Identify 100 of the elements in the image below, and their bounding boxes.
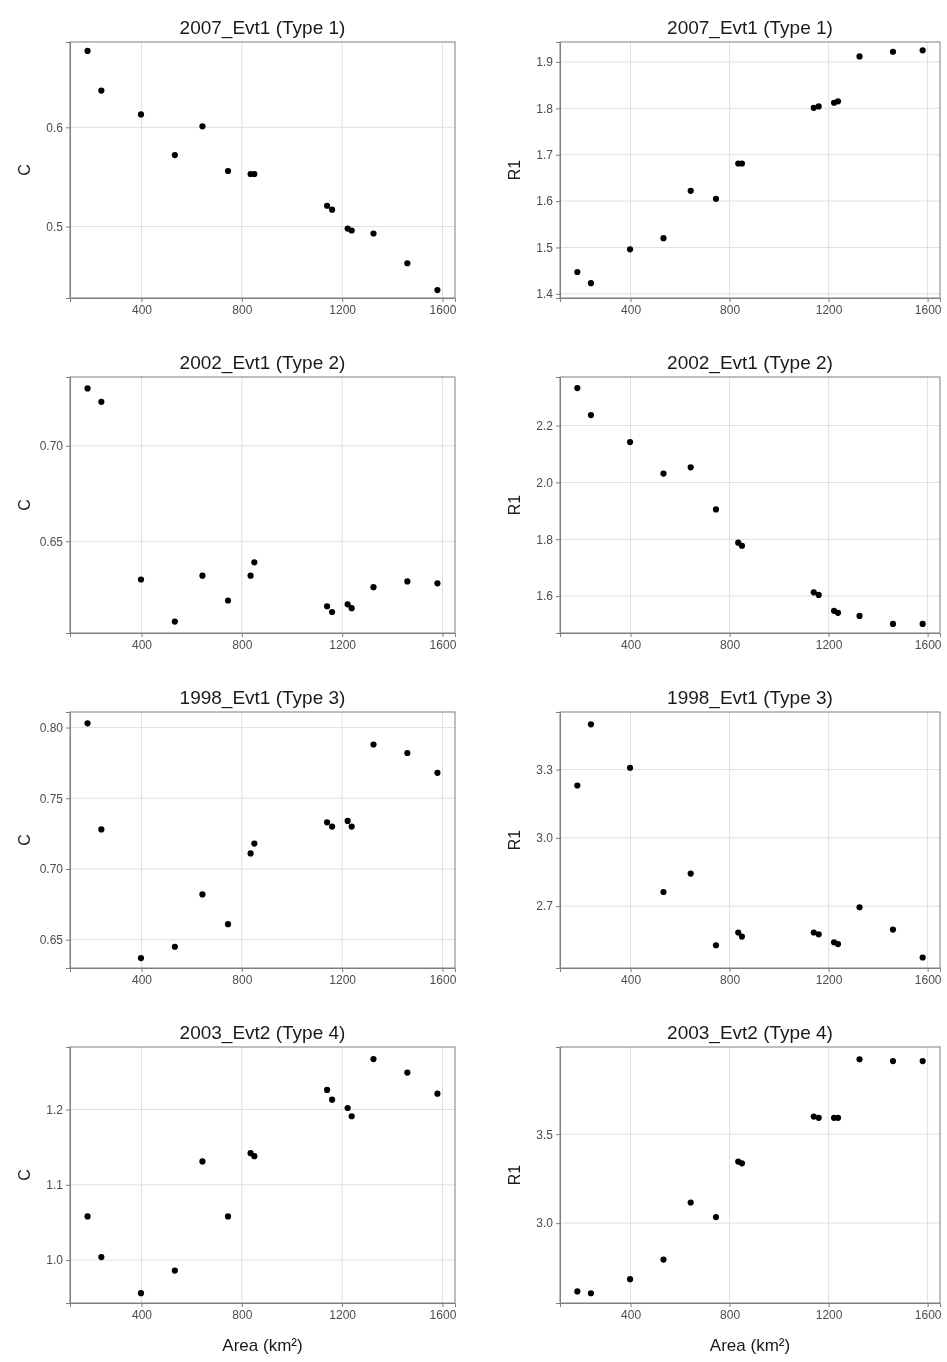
x-tick-label: 1600 (429, 637, 457, 652)
point (329, 1096, 336, 1103)
point (137, 1290, 145, 1297)
point (84, 720, 91, 727)
y-tick-label: 2.2 (536, 418, 554, 433)
point (199, 123, 206, 130)
x-tick-label: 800 (232, 972, 253, 987)
x-tick-label: 400 (621, 637, 642, 652)
x-tick-label: 1200 (329, 1307, 357, 1322)
point (98, 398, 105, 405)
x-axis-title: Area (km²) (222, 1336, 303, 1355)
point (370, 741, 377, 748)
x-tick-label: 1600 (429, 1307, 457, 1322)
point (199, 891, 206, 898)
y-tick-label: 3.0 (536, 1216, 554, 1231)
y-axis-title: C (16, 499, 33, 511)
y-axis-title: R1 (506, 829, 523, 851)
point (251, 170, 258, 178)
y-tick-label: 1.1 (46, 1178, 64, 1193)
y-tick-label: 0.5 (46, 219, 64, 234)
point (171, 943, 178, 950)
y-tick-label: 1.4 (536, 287, 554, 302)
x-tick-label: 800 (232, 302, 253, 317)
y-axis-title: R1 (506, 494, 523, 516)
point (815, 591, 822, 599)
point (344, 601, 351, 608)
point (137, 955, 145, 962)
point (810, 104, 817, 111)
point (815, 103, 822, 110)
point (712, 195, 720, 202)
x-tick-label: 1200 (329, 972, 357, 987)
x-tick-label: 400 (131, 1307, 153, 1322)
point (834, 98, 842, 105)
y-tick-label: 0.65 (39, 534, 64, 549)
point (738, 542, 746, 549)
point (687, 464, 694, 471)
y-tick-label: 2.0 (536, 475, 554, 490)
point (251, 1153, 258, 1160)
point (834, 609, 842, 616)
x-tick-label: 400 (131, 972, 153, 987)
point (810, 589, 817, 596)
y-tick-label: 1.0 (46, 1253, 64, 1268)
y-axis-title: C (16, 1169, 33, 1181)
x-tick-label: 800 (720, 637, 741, 652)
point (84, 1213, 91, 1220)
point (587, 721, 595, 728)
point (660, 235, 667, 242)
point (434, 769, 441, 776)
point (856, 1056, 863, 1063)
point (404, 578, 411, 585)
point (712, 1213, 720, 1221)
point (251, 559, 258, 566)
y-tick-label: 1.9 (536, 55, 554, 70)
point (889, 620, 897, 627)
point (329, 823, 336, 830)
point (687, 187, 694, 194)
point (348, 605, 355, 612)
x-tick-label: 800 (720, 972, 741, 987)
point (574, 1288, 581, 1295)
x-tick-label: 400 (131, 637, 153, 652)
y-axis-title: C (16, 834, 33, 846)
point (687, 870, 694, 877)
x-tick-label: 1200 (815, 972, 843, 987)
point (919, 1057, 926, 1065)
point (323, 603, 331, 610)
point (348, 1113, 355, 1120)
point (98, 1253, 105, 1261)
point (404, 749, 411, 757)
chart-title: 2002_Evt1 (Type 2) (667, 352, 833, 374)
y-tick-label: 0.70 (39, 862, 64, 877)
point (587, 280, 595, 287)
x-tick-label: 1600 (914, 972, 942, 987)
y-tick-label: 1.6 (536, 194, 554, 209)
x-tick-label: 1200 (815, 637, 843, 652)
point (329, 206, 336, 213)
x-tick-label: 1600 (429, 972, 457, 987)
point (434, 286, 441, 294)
point (171, 152, 178, 159)
y-tick-label: 0.70 (39, 439, 64, 454)
point (574, 782, 581, 789)
x-tick-label: 800 (232, 1307, 253, 1322)
point (137, 111, 145, 118)
point (348, 227, 355, 234)
point (626, 764, 634, 771)
y-tick-label: 3.5 (536, 1127, 554, 1142)
point (199, 572, 206, 579)
point (574, 385, 581, 392)
point (171, 1267, 178, 1274)
point (84, 47, 91, 55)
x-tick-label: 400 (621, 1307, 642, 1322)
point (323, 819, 331, 826)
point (171, 618, 178, 625)
point (404, 1069, 411, 1076)
x-tick-label: 800 (720, 302, 741, 317)
point (834, 941, 842, 948)
point (919, 620, 926, 627)
point (329, 608, 336, 616)
chart-title: 2002_Evt1 (Type 2) (179, 352, 346, 374)
x-tick-label: 1200 (815, 1307, 843, 1322)
point (251, 840, 258, 847)
